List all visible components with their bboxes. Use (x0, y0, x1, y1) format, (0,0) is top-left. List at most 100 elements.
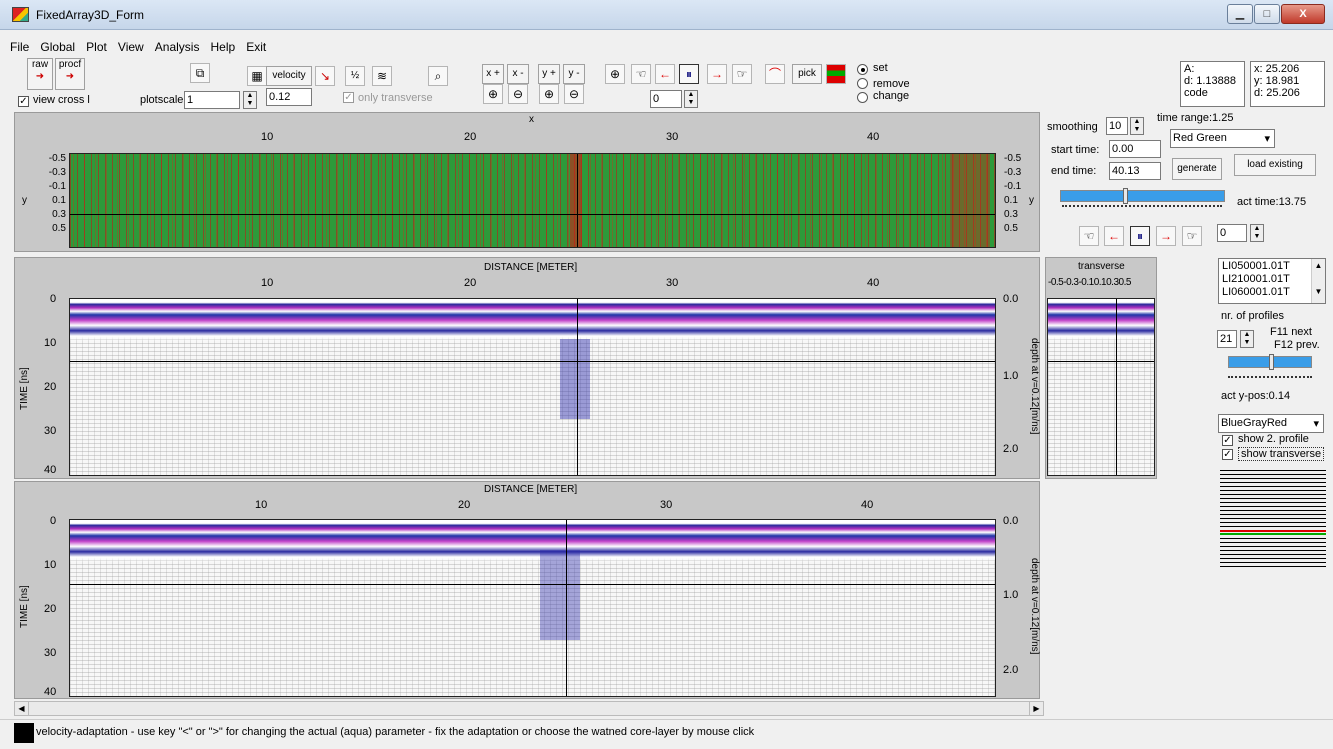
menu-file[interactable]: File (10, 40, 30, 54)
profile1-radargram[interactable] (69, 298, 996, 476)
menu-view[interactable]: View (117, 40, 144, 54)
top-yticks-right: -0.5 -0.3 -0.1 0.1 0.3 0.5 (1004, 153, 1022, 234)
generate-button[interactable]: generate (1172, 158, 1222, 180)
zoom-in-y-icon[interactable]: ⊕ (539, 84, 559, 104)
app-icon (12, 7, 29, 22)
ypos-slider[interactable] (1228, 354, 1312, 370)
menu-analysis[interactable]: Analysis (154, 40, 200, 54)
y-minus-button[interactable]: y - (563, 64, 585, 84)
act-time-label: act time:13.75 (1237, 196, 1307, 208)
pick-button[interactable]: pick (792, 64, 822, 84)
wave-icon[interactable]: ≋ (372, 66, 392, 86)
profile-file-list[interactable]: LI050001.01T LI210001.01T LI060001.01T ▲… (1218, 258, 1326, 304)
menu-exit[interactable]: Exit (246, 40, 267, 54)
slider-thumb[interactable] (1123, 188, 1128, 204)
list-item[interactable]: LI060001.01T (1222, 286, 1290, 298)
timeslice-plot[interactable] (69, 153, 996, 248)
profile2-xtick: 30 (660, 499, 673, 511)
hand-right-icon[interactable]: ☞ (1182, 226, 1202, 246)
scroll-right-icon[interactable]: ▶ (1029, 702, 1043, 715)
layers-icon[interactable] (826, 64, 846, 84)
maximize-button[interactable]: □ (1254, 4, 1280, 24)
remove-radio[interactable] (857, 78, 868, 89)
arrow-left-icon[interactable]: ← (655, 64, 675, 84)
profile2-radargram[interactable] (69, 519, 996, 697)
minimize-button[interactable]: ▁ (1227, 4, 1253, 24)
velocity-fit-icon[interactable]: ⌒ (765, 64, 785, 84)
scroll-left-icon[interactable]: ◀ (15, 702, 29, 715)
raw-button[interactable]: raw ➜ (27, 58, 53, 90)
search-icon[interactable]: ⌕ (428, 66, 448, 86)
frame-spinner[interactable]: ▲ ▼ (684, 90, 698, 108)
close-button[interactable]: X (1281, 4, 1325, 24)
top-ylabel-right: y (1029, 195, 1034, 206)
list-item[interactable]: LI050001.01T (1222, 260, 1290, 272)
arrow-left-icon[interactable]: ← (1104, 226, 1124, 246)
show2-checkbox[interactable]: ✓ (1222, 435, 1233, 446)
show-transverse-checkbox[interactable]: ✓ (1222, 449, 1233, 460)
profile2-dtick: 1.0 (1003, 589, 1019, 601)
only-transverse-checkbox[interactable]: ✓ (343, 92, 354, 103)
time-frame-input[interactable]: 0 (1217, 224, 1247, 242)
procf-button[interactable]: procf ➜ (55, 58, 85, 90)
plotscale-spinner[interactable]: ▲ ▼ (243, 91, 257, 109)
only-transverse-label: only transverse (358, 92, 433, 104)
start-time-input[interactable]: 0.00 (1109, 140, 1161, 158)
smoothing-spinner[interactable]: ▲ ▼ (1130, 117, 1144, 135)
zoom-out-y-icon[interactable]: ⊖ (564, 84, 584, 104)
y-plus-button[interactable]: y + (538, 64, 560, 84)
hand-right-icon[interactable]: ☞ (732, 64, 752, 84)
layer-lines (1220, 470, 1326, 570)
transverse-title: transverse (1078, 261, 1125, 272)
profile2-title: DISTANCE [METER] (484, 484, 578, 495)
change-radio[interactable] (857, 92, 868, 103)
profile1-title: DISTANCE [METER] (484, 262, 578, 273)
end-time-input[interactable]: 40.13 (1109, 162, 1161, 180)
arrow-right-icon[interactable]: → (707, 64, 727, 84)
crosshair-vertical (566, 520, 567, 696)
grid-icon[interactable]: ▦ (247, 66, 267, 86)
remove-label: remove (873, 78, 910, 90)
color-scheme-select[interactable]: Red Green ▾ (1170, 129, 1275, 148)
curve-icon[interactable]: ↘ (315, 66, 335, 86)
x-plus-button[interactable]: x + (482, 64, 504, 84)
hand-left-icon[interactable]: ☜ (1079, 226, 1099, 246)
nr-profiles-input[interactable]: 21 (1217, 330, 1237, 348)
top-yticks-left: -0.5 -0.3 -0.1 0.1 0.3 0.5 (48, 153, 66, 234)
time-frame-spinner[interactable]: ▲ ▼ (1250, 224, 1264, 242)
menu-plot[interactable]: Plot (86, 40, 107, 54)
set-radio[interactable] (857, 64, 868, 75)
fraction-icon[interactable]: ½ (345, 66, 365, 86)
horizontal-scrollbar[interactable]: ◀ ▶ (14, 701, 1044, 716)
transverse-radargram[interactable] (1047, 298, 1155, 476)
menu-global[interactable]: Global (40, 40, 76, 54)
export-icon[interactable]: ⧉ (190, 63, 210, 83)
smoothing-input[interactable]: 10 (1106, 117, 1128, 135)
hand-left-icon[interactable]: ☜ (631, 64, 651, 84)
top-xtick: 10 (261, 131, 274, 143)
arrow-right-icon[interactable]: → (1156, 226, 1176, 246)
plotscale-input[interactable]: 1 (184, 91, 240, 109)
show2-label: show 2. profile (1238, 433, 1309, 445)
time-slider[interactable] (1060, 188, 1225, 204)
list-scrollbar[interactable]: ▲ ▼ (1311, 259, 1325, 303)
velocity-button[interactable]: velocity (266, 66, 312, 86)
menu-help[interactable]: Help (210, 40, 236, 54)
pause-icon[interactable]: ⏸ (1130, 226, 1150, 246)
list-item[interactable]: LI210001.01T (1222, 273, 1290, 285)
frame-input[interactable]: 0 (650, 90, 682, 108)
colormap-select[interactable]: BlueGrayRed ▾ (1218, 414, 1324, 433)
pause-icon[interactable]: ⏸ (679, 64, 699, 84)
profile2-ytick: 20 (44, 603, 57, 615)
zoom-in-x-icon[interactable]: ⊕ (483, 84, 503, 104)
zoom-icon[interactable]: ⊕ (605, 64, 625, 84)
slider-thumb[interactable] (1269, 354, 1274, 370)
x-minus-button[interactable]: x - (507, 64, 529, 84)
top-ylabel: y (22, 195, 27, 206)
top-xtick: 30 (666, 131, 679, 143)
zoom-out-x-icon[interactable]: ⊖ (508, 84, 528, 104)
view-cross-checkbox[interactable]: ✓ (18, 96, 29, 107)
velocity-input[interactable]: 0.12 (266, 88, 312, 106)
nr-profiles-spinner[interactable]: ▲ ▼ (1240, 330, 1254, 348)
load-existing-button[interactable]: load existing (1234, 154, 1316, 176)
